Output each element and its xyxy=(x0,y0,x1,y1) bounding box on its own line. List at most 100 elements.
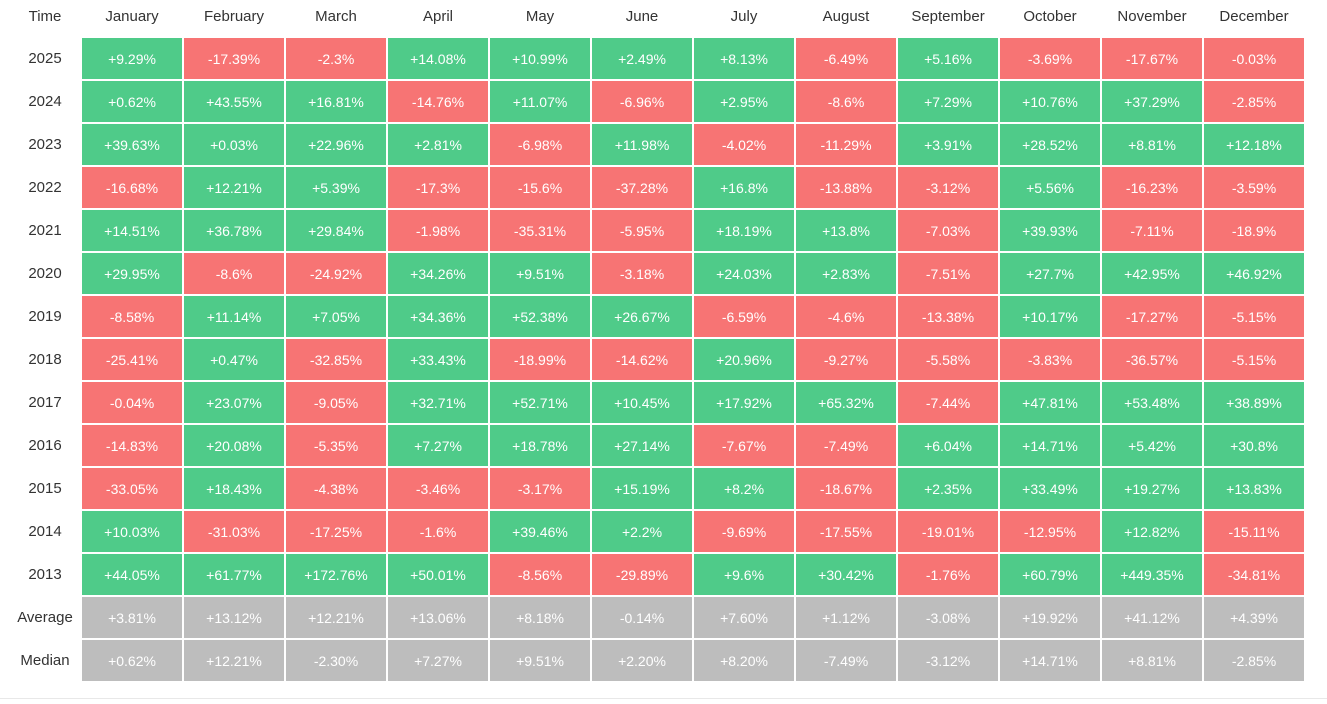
cell: +32.71% xyxy=(388,382,488,423)
cell: -4.02% xyxy=(694,124,794,165)
cell: +0.62% xyxy=(82,640,182,681)
cell: +8.18% xyxy=(490,597,590,638)
cell: -7.03% xyxy=(898,210,998,251)
cell: -6.98% xyxy=(490,124,590,165)
cell: -16.68% xyxy=(82,167,182,208)
cell: -0.04% xyxy=(82,382,182,423)
cell: +11.14% xyxy=(184,296,284,337)
cell: -8.6% xyxy=(796,81,896,122)
column-header: July xyxy=(730,7,758,25)
cell: +12.18% xyxy=(1204,124,1304,165)
cell: -17.27% xyxy=(1102,296,1202,337)
cell: -5.15% xyxy=(1204,339,1304,380)
row-label: 2015 xyxy=(28,480,62,497)
cell: +39.93% xyxy=(1000,210,1100,251)
cell: -17.67% xyxy=(1102,38,1202,79)
cell: -7.44% xyxy=(898,382,998,423)
cell: -24.92% xyxy=(286,253,386,294)
cell: +449.35% xyxy=(1102,554,1202,595)
cell: +3.81% xyxy=(82,597,182,638)
cell: -32.85% xyxy=(286,339,386,380)
cell: +19.27% xyxy=(1102,468,1202,509)
cell: -17.55% xyxy=(796,511,896,552)
cell: -2.30% xyxy=(286,640,386,681)
cell: +7.60% xyxy=(694,597,794,638)
cell: -5.95% xyxy=(592,210,692,251)
cell: -0.14% xyxy=(592,597,692,638)
cell: -12.95% xyxy=(1000,511,1100,552)
cell: -7.11% xyxy=(1102,210,1202,251)
cell: -5.58% xyxy=(898,339,998,380)
cell: -3.59% xyxy=(1204,167,1304,208)
cell: +53.48% xyxy=(1102,382,1202,423)
cell: +2.35% xyxy=(898,468,998,509)
cell: -0.03% xyxy=(1204,38,1304,79)
cell: -7.49% xyxy=(796,425,896,466)
column-header: June xyxy=(625,7,659,25)
cell: +14.51% xyxy=(82,210,182,251)
cell: +14.71% xyxy=(1000,640,1100,681)
row-label: 2017 xyxy=(28,394,62,411)
cell: +7.27% xyxy=(388,425,488,466)
row-label: 2025 xyxy=(28,50,62,67)
cell: +10.99% xyxy=(490,38,590,79)
cell: +36.78% xyxy=(184,210,284,251)
cell: +18.43% xyxy=(184,468,284,509)
cell: +4.39% xyxy=(1204,597,1304,638)
cell: +24.03% xyxy=(694,253,794,294)
cell: +15.19% xyxy=(592,468,692,509)
cell: +43.55% xyxy=(184,81,284,122)
cell: +28.52% xyxy=(1000,124,1100,165)
cell: +7.05% xyxy=(286,296,386,337)
cell: -17.39% xyxy=(184,38,284,79)
cell: +8.2% xyxy=(694,468,794,509)
cell: -3.12% xyxy=(898,167,998,208)
cell: +52.38% xyxy=(490,296,590,337)
row-label: 2022 xyxy=(28,179,62,196)
row-label: Median xyxy=(20,652,70,669)
cell: +65.32% xyxy=(796,382,896,423)
cell: +13.06% xyxy=(388,597,488,638)
cell: +27.7% xyxy=(1000,253,1100,294)
cell: -7.51% xyxy=(898,253,998,294)
cell: -9.69% xyxy=(694,511,794,552)
cell: +8.81% xyxy=(1102,124,1202,165)
cell: +0.62% xyxy=(82,81,182,122)
row-label: 2024 xyxy=(28,93,62,110)
cell: -34.81% xyxy=(1204,554,1304,595)
cell: -33.05% xyxy=(82,468,182,509)
cell: +14.71% xyxy=(1000,425,1100,466)
cell: +20.08% xyxy=(184,425,284,466)
cell: +5.39% xyxy=(286,167,386,208)
cell: +16.81% xyxy=(286,81,386,122)
cell: +12.21% xyxy=(286,597,386,638)
cell: +2.2% xyxy=(592,511,692,552)
column-header: December xyxy=(1219,7,1289,25)
cell: -4.38% xyxy=(286,468,386,509)
cell: +2.95% xyxy=(694,81,794,122)
cell: -2.85% xyxy=(1204,81,1304,122)
cell: +12.82% xyxy=(1102,511,1202,552)
cell: +33.49% xyxy=(1000,468,1100,509)
cell: +9.6% xyxy=(694,554,794,595)
cell: -1.98% xyxy=(388,210,488,251)
cell: +13.8% xyxy=(796,210,896,251)
cell: +12.21% xyxy=(184,640,284,681)
cell: +39.63% xyxy=(82,124,182,165)
row-label: 2013 xyxy=(28,566,62,583)
cell: -3.18% xyxy=(592,253,692,294)
cell: -3.08% xyxy=(898,597,998,638)
cell: +13.83% xyxy=(1204,468,1304,509)
cell: +10.45% xyxy=(592,382,692,423)
cell: -37.28% xyxy=(592,167,692,208)
cell: +19.92% xyxy=(1000,597,1100,638)
cell: -9.05% xyxy=(286,382,386,423)
cell: +52.71% xyxy=(490,382,590,423)
cell: -9.27% xyxy=(796,339,896,380)
cell: +0.03% xyxy=(184,124,284,165)
cell: -13.38% xyxy=(898,296,998,337)
column-header: February xyxy=(203,7,265,25)
cell: +5.42% xyxy=(1102,425,1202,466)
cell: -6.49% xyxy=(796,38,896,79)
cell: -18.67% xyxy=(796,468,896,509)
